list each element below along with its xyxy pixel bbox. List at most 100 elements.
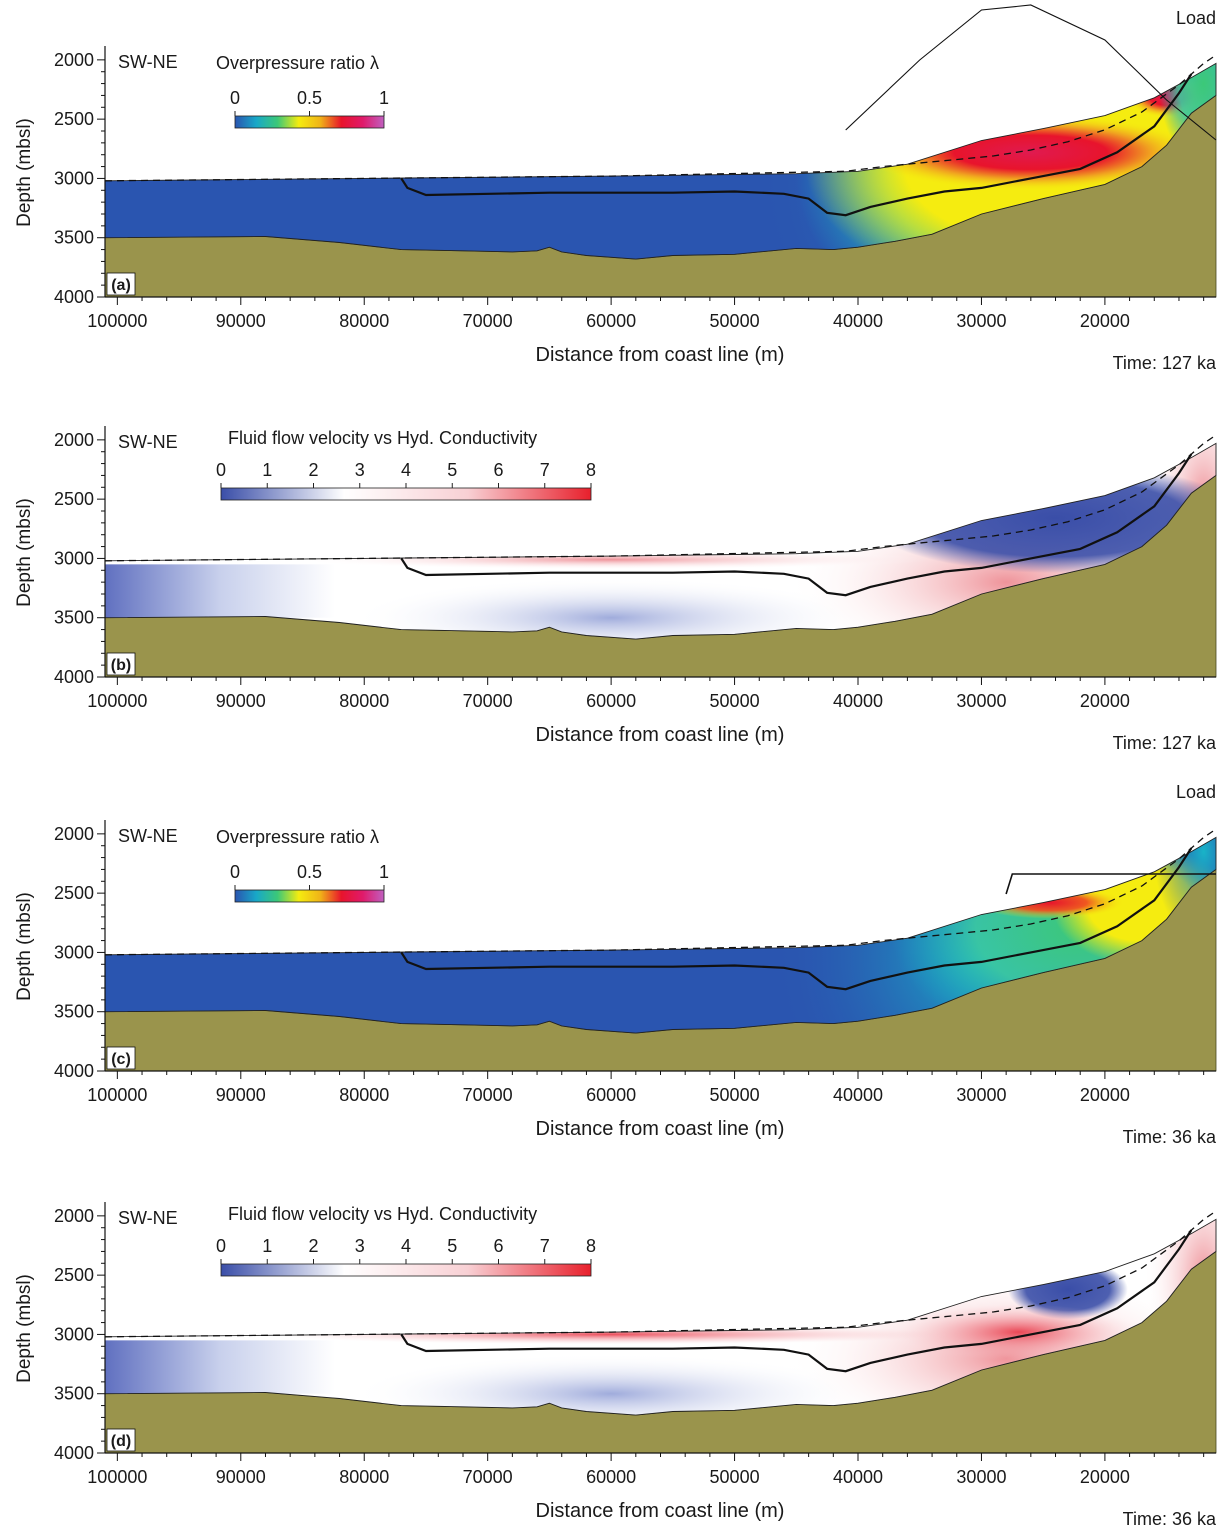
x-tick-label: 50000 bbox=[710, 1467, 760, 1487]
panel-d: 2000 2500 3000 3500 4000 Depth (mbsl) 100000 90… bbox=[14, 1202, 1217, 1528]
load-label: Load bbox=[1176, 782, 1216, 802]
y-tick-label: 2500 bbox=[54, 109, 94, 129]
colorbar-tick-label: 0 bbox=[216, 1236, 226, 1256]
x-tick-label: 70000 bbox=[463, 1085, 513, 1105]
colorbar-tick-label: 5 bbox=[447, 460, 457, 480]
y-tick-label: 2000 bbox=[54, 824, 94, 844]
y-axis-label: Depth (mbsl) bbox=[14, 498, 35, 607]
load-label: Load bbox=[1176, 8, 1216, 28]
colorbar-tick-label: 1 bbox=[262, 1236, 272, 1256]
dashed-horizon bbox=[104, 434, 1217, 562]
y-tick-label: 2500 bbox=[54, 1265, 94, 1285]
colorbar-tick-label: 3 bbox=[355, 460, 365, 480]
x-axis-label: Distance from coast line (m) bbox=[536, 1118, 785, 1140]
panel-c: Load 2000 2500 3000 3500 4000 Depth (mbsl) 1000… bbox=[14, 782, 1217, 1147]
colorbar-title: Overpressure ratio λ bbox=[216, 53, 379, 73]
solid-horizon bbox=[400, 1229, 1193, 1373]
panel-label-box bbox=[106, 272, 136, 296]
colorbar-title: Fluid flow velocity vs Hyd. Conductivity bbox=[228, 1204, 537, 1224]
x-tick-label: 20000 bbox=[1080, 691, 1130, 711]
x-tick-label: 60000 bbox=[586, 311, 636, 331]
time-label: Time: 127 ka bbox=[1113, 353, 1217, 373]
colorbar-tick-label: 8 bbox=[586, 1236, 596, 1256]
profile-label: SW-NE bbox=[118, 432, 178, 452]
colorbar-title: Fluid flow velocity vs Hyd. Conductivity bbox=[228, 428, 537, 448]
colorbar bbox=[220, 487, 592, 501]
colorbar-tick-label: 1 bbox=[379, 862, 389, 882]
x-tick-label: 60000 bbox=[586, 691, 636, 711]
x-tick-label: 20000 bbox=[1080, 311, 1130, 331]
x-tick-label: 100000 bbox=[87, 1085, 147, 1105]
y-tick-label: 3000 bbox=[54, 1324, 94, 1344]
panel-label: (d) bbox=[111, 1433, 131, 1450]
colorbar-tick-label: 1 bbox=[379, 88, 389, 108]
y-tick-label: 3500 bbox=[54, 1384, 94, 1404]
y-tick-label: 2000 bbox=[54, 50, 94, 70]
y-tick-label: 2000 bbox=[54, 430, 94, 450]
panel-label: (b) bbox=[111, 657, 131, 674]
colorbar-title: Overpressure ratio λ bbox=[216, 827, 379, 847]
y-tick-label: 2500 bbox=[54, 883, 94, 903]
y-tick-label: 2000 bbox=[54, 1206, 94, 1226]
colorbar-tick-label: 8 bbox=[586, 460, 596, 480]
time-label: Time: 36 ka bbox=[1123, 1509, 1217, 1528]
x-tick-label: 60000 bbox=[586, 1467, 636, 1487]
panel-label: (c) bbox=[111, 1051, 131, 1068]
colorbar-tick-label: 5 bbox=[447, 1236, 457, 1256]
x-tick-label: 80000 bbox=[339, 311, 389, 331]
overpressure-core bbox=[974, 886, 1125, 919]
x-tick-label: 90000 bbox=[216, 691, 266, 711]
dashed-horizon bbox=[104, 828, 1217, 956]
x-tick-label: 100000 bbox=[87, 1467, 147, 1487]
x-tick-label: 100000 bbox=[87, 311, 147, 331]
cyan-tip bbox=[1153, 837, 1216, 942]
colorbar-tick-label: 6 bbox=[493, 1236, 503, 1256]
solid-horizon bbox=[400, 847, 1193, 991]
x-tick-label: 80000 bbox=[339, 691, 389, 711]
panel-a: Load 2000 2500 3000 3500 4000 Depth (mbsl) 1000… bbox=[14, 4, 1217, 373]
low-velocity-left bbox=[105, 1340, 335, 1394]
y-tick-label: 4000 bbox=[54, 667, 94, 687]
y-tick-label: 3000 bbox=[54, 942, 94, 962]
panel-label: (a) bbox=[111, 277, 131, 294]
y-tick-label: 4000 bbox=[54, 1443, 94, 1463]
colorbar-tick-label: 0.5 bbox=[297, 862, 322, 882]
time-label: Time: 127 ka bbox=[1113, 733, 1217, 753]
panel-label-box bbox=[106, 1046, 136, 1070]
sediment-outline bbox=[104, 62, 1217, 260]
colorbar-tick-label: 7 bbox=[540, 460, 550, 480]
y-tick-label: 3000 bbox=[54, 168, 94, 188]
colorbar-tick-label: 6 bbox=[493, 460, 503, 480]
sediment-outline bbox=[104, 1218, 1217, 1416]
x-tick-label: 30000 bbox=[956, 1467, 1006, 1487]
colorbar-tick-label: 0 bbox=[230, 862, 240, 882]
colorbar-tick-label: 1 bbox=[262, 460, 272, 480]
y-tick-label: 3000 bbox=[54, 548, 94, 568]
profile-label: SW-NE bbox=[118, 1208, 178, 1228]
profile-label: SW-NE bbox=[118, 52, 178, 72]
dashed-horizon bbox=[104, 54, 1217, 182]
y-tick-label: 2500 bbox=[54, 489, 94, 509]
x-tick-label: 40000 bbox=[833, 311, 883, 331]
load-curve bbox=[1005, 873, 1216, 895]
x-tick-label: 80000 bbox=[339, 1085, 389, 1105]
colorbar-tick-label: 0 bbox=[230, 88, 240, 108]
solid-horizon bbox=[400, 453, 1193, 597]
x-tick-label: 70000 bbox=[463, 1467, 513, 1487]
x-axis-label: Distance from coast line (m) bbox=[536, 1500, 785, 1522]
y-axis-label: Depth (mbsl) bbox=[14, 892, 35, 1001]
colorbar-tick-label: 7 bbox=[540, 1236, 550, 1256]
y-axis-label: Depth (mbsl) bbox=[14, 118, 35, 227]
x-tick-label: 90000 bbox=[216, 311, 266, 331]
x-tick-label: 90000 bbox=[216, 1085, 266, 1105]
x-axis-label: Distance from coast line (m) bbox=[536, 344, 785, 366]
x-tick-label: 60000 bbox=[586, 1085, 636, 1105]
green-tip bbox=[1158, 63, 1216, 164]
x-tick-label: 40000 bbox=[833, 1467, 883, 1487]
x-tick-label: 20000 bbox=[1080, 1085, 1130, 1105]
x-tick-label: 90000 bbox=[216, 1467, 266, 1487]
profile-label: SW-NE bbox=[118, 826, 178, 846]
colorbar-tick-label: 2 bbox=[308, 460, 318, 480]
panel-b: 2000 2500 3000 3500 4000 Depth (mbsl) 100000 90… bbox=[14, 426, 1217, 753]
